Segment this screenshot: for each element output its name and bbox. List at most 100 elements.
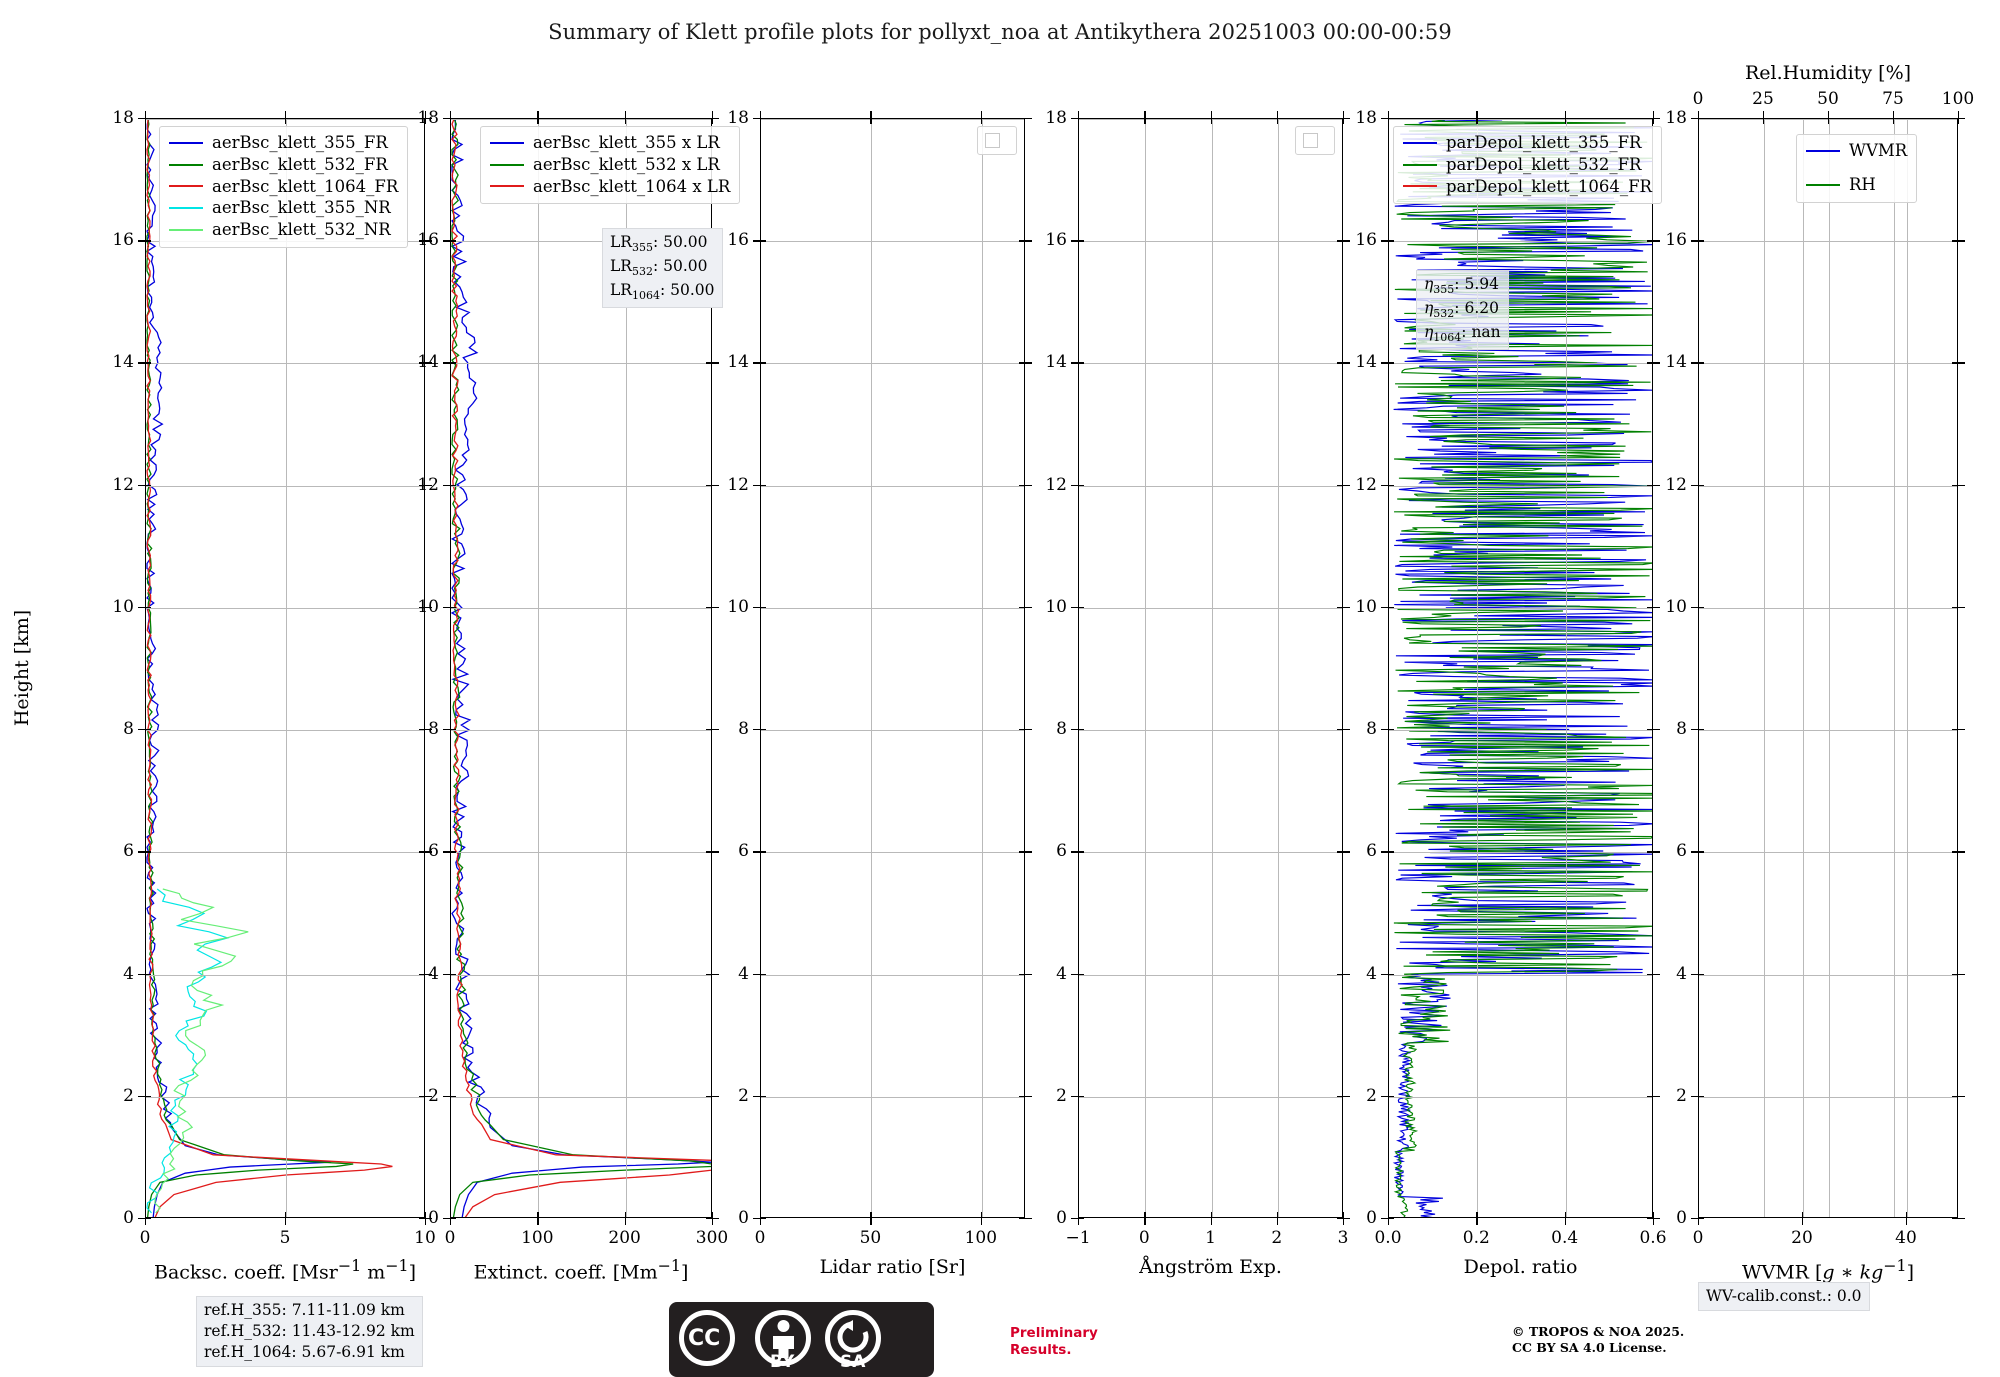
gridline-vertical <box>1477 119 1479 1217</box>
y-tick-right <box>712 606 719 609</box>
preliminary-results-note: Preliminary Results. <box>1010 1325 1098 1358</box>
gridline-horizontal <box>1699 607 1957 609</box>
y-tick-left-inner <box>1078 973 1084 975</box>
y-tick-left-inner <box>1698 118 1704 120</box>
y-tick-right-inner <box>1019 240 1025 242</box>
y-tick-left-inner <box>1078 240 1084 242</box>
y-tick-right-inner <box>1019 118 1025 120</box>
y-tick-left <box>443 484 450 486</box>
gridline-horizontal <box>451 363 711 365</box>
y-tick-left-inner <box>760 240 766 242</box>
gridline-horizontal <box>761 119 1024 120</box>
y-tick-right <box>425 1218 432 1220</box>
gridline-vertical <box>286 119 287 1217</box>
x-tick-top <box>980 111 983 118</box>
x-tick-top-inner <box>712 118 714 124</box>
rh-tick-top <box>1698 111 1700 118</box>
legend-wvmr[interactable]: WVMR RH <box>1796 134 1918 203</box>
y-tick-right <box>425 1095 432 1098</box>
sa-label: SA <box>840 1352 866 1372</box>
legend-label: aerBsc_klett_355_NR <box>212 198 391 218</box>
y-tick-left <box>1691 973 1698 975</box>
y-tick-label: 4 <box>1676 963 1687 984</box>
gridline-horizontal <box>146 730 424 732</box>
x-tick-bottom <box>980 1218 983 1225</box>
x-tick-bottom-inner <box>145 1212 147 1218</box>
legend-label: aerBsc_klett_1064 x LR <box>533 176 731 196</box>
y-tick-left-inner <box>1698 1095 1704 1098</box>
y-tick-label: 14 <box>112 352 134 373</box>
y-tick-left-inner <box>1698 729 1704 731</box>
y-tick-right <box>425 973 432 975</box>
rh-tick-top-inner <box>1893 118 1895 124</box>
y-tick-right-inner <box>419 973 425 975</box>
legend-extinction[interactable]: aerBsc_klett_355 x LR aerBsc_klett_532 x… <box>480 126 741 205</box>
y-tick-left-inner <box>450 1218 456 1220</box>
x-tick-top <box>1276 111 1279 118</box>
x-tick-top-inner <box>980 118 983 124</box>
y-tick-label: 14 <box>1355 352 1377 373</box>
y-tick-right-inner <box>1952 851 1958 853</box>
legend-item: parDepol_klett_355_FR <box>1403 132 1652 154</box>
gridline-horizontal <box>451 1096 711 1098</box>
y-tick-left-inner <box>1388 1218 1394 1220</box>
y-tick-left <box>138 851 145 853</box>
x-tick-top-inner <box>1476 118 1478 124</box>
y-tick-right <box>1025 851 1032 853</box>
panel-depolarization: Depol. ratio parDepol_klett_355_FR parDe… <box>1355 108 1666 1278</box>
y-tick-left-inner <box>760 1218 766 1220</box>
legend-item: parDepol_klett_1064_FR <box>1403 176 1652 198</box>
panel-wvmr: WVMR [g ∗ kg−1] Rel.Humidity [%] WVMR RH… <box>1665 62 1974 1283</box>
gridline-horizontal <box>1079 363 1342 365</box>
legend-lidar-ratio[interactable] <box>977 126 1017 155</box>
y-tick-label: 0 <box>123 1208 134 1228</box>
x-tick-bottom-inner <box>1343 1212 1345 1218</box>
y-tick-left-inner <box>1698 606 1704 609</box>
gridline-horizontal <box>1699 363 1957 365</box>
cc-license-badge[interactable]: CC BY SA <box>669 1302 934 1377</box>
x-axis-title-depolarization: Depol. ratio <box>1463 1256 1578 1278</box>
legend-swatch-line <box>169 141 203 144</box>
y-tick-right <box>712 1095 719 1098</box>
x-tick-bottom <box>425 1218 427 1225</box>
plot-area-angstrom <box>1078 118 1343 1218</box>
gridline-horizontal <box>451 241 711 243</box>
plot-area-wvmr <box>1698 118 1958 1218</box>
x-tick-bottom <box>1653 1218 1655 1225</box>
x-tick-bottom <box>1078 1218 1080 1225</box>
y-tick-label: 2 <box>428 1085 439 1106</box>
legend-depolarization[interactable]: parDepol_klett_355_FR parDepol_klett_532… <box>1393 126 1662 205</box>
x-tick-top <box>537 111 539 118</box>
y-tick-label: 8 <box>1056 719 1067 740</box>
y-tick-right-inner <box>1647 606 1653 609</box>
copyright-note: © TROPOS & NOA 2025. CC BY SA 4.0 Licens… <box>1512 1324 1684 1357</box>
y-tick-left-inner <box>1698 851 1704 853</box>
x-tick-bottom-inner <box>1564 1212 1566 1218</box>
y-tick-left <box>1691 729 1698 731</box>
gridline-vertical <box>1277 119 1279 1217</box>
gridline-horizontal <box>1699 852 1957 854</box>
y-tick-left-inner <box>1388 1095 1394 1098</box>
y-tick-right-inner <box>1647 851 1653 853</box>
y-tick-label: 10 <box>727 596 749 617</box>
x-tick-top <box>1078 111 1080 118</box>
y-tick-right-inner <box>1952 1095 1958 1098</box>
x-tick-label: 0 <box>754 1228 766 1248</box>
y-tick-left <box>1071 1218 1078 1220</box>
gridline-horizontal <box>761 485 1024 487</box>
legend-angstrom[interactable] <box>1295 126 1335 155</box>
x-tick-top <box>1210 111 1212 118</box>
gridline-horizontal <box>1079 485 1342 487</box>
legend-label: aerBsc_klett_532 x LR <box>533 154 720 174</box>
x-tick-bottom <box>145 1218 147 1225</box>
y-tick-label: 12 <box>417 474 439 495</box>
y-tick-left <box>753 118 760 120</box>
y-tick-label: 16 <box>1045 230 1067 251</box>
rh-tick-label: 0 <box>1692 89 1704 109</box>
lr-532-subscript: 532 <box>631 265 653 279</box>
x-tick-label: 20 <box>1791 1228 1813 1248</box>
y-tick-right-inner <box>1019 362 1025 364</box>
y-tick-left <box>1381 240 1388 242</box>
legend-backscatter[interactable]: aerBsc_klett_355_FR aerBsc_klett_532_FR … <box>159 126 409 248</box>
gridline-horizontal <box>451 119 711 120</box>
